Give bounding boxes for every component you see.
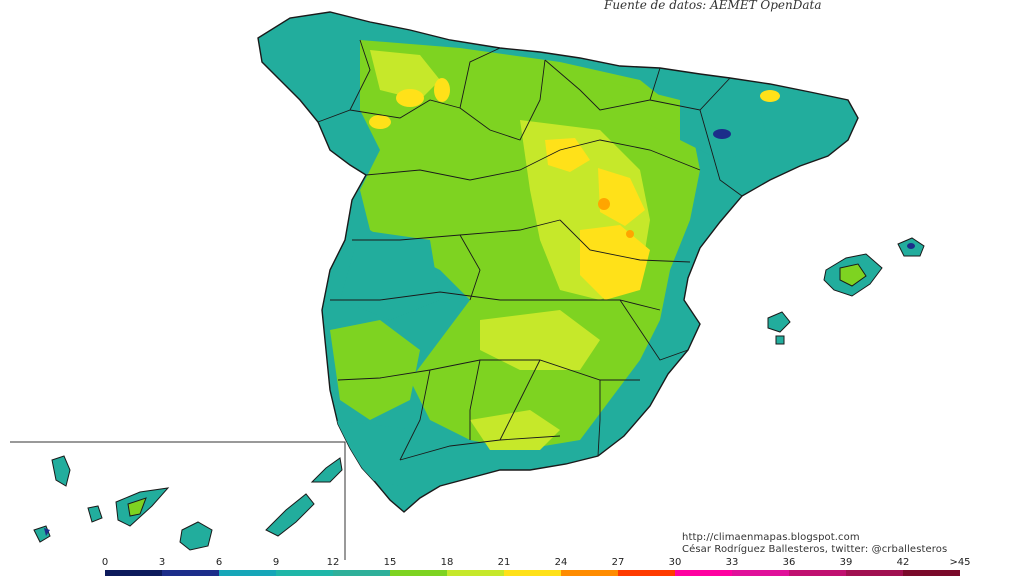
data-source-note: Fuente de datos: AEMET OpenData [604,0,822,12]
legend-tick-9: 27 [611,557,625,568]
legend-swatch-14 [903,570,960,576]
legend-swatch-5 [390,570,447,576]
legend-tick-13: 39 [839,557,853,568]
legend-swatch-6 [447,570,504,576]
blog-url: http://climaenmapas.blogspot.com [682,532,860,543]
legend-swatch-1 [162,570,219,576]
region-borders [317,39,743,461]
legend-color-bar [105,570,960,576]
legend-tick-11: 33 [725,557,739,568]
balearic-islands [767,237,925,345]
legend-tick-4: 12 [326,557,340,568]
legend-swatch-2 [219,570,276,576]
legend-tick-2: 6 [215,557,223,568]
legend-swatch-12 [789,570,846,576]
legend-tick-0: 0 [101,557,109,568]
legend-swatch-4 [333,570,390,576]
legend-tick-6: 18 [440,557,454,568]
legend-tick-1: 3 [158,557,166,568]
legend-swatch-9 [618,570,675,576]
legend-swatch-13 [846,570,903,576]
legend-tick-labels: 0 3 6 9 12 15 18 21 24 27 30 33 36 39 42 >45 [0,557,1024,569]
author-credit: César Rodríguez Ballesteros, twitter: @c… [682,544,948,555]
legend-tick-3: 9 [272,557,280,568]
legend-tick-12: 36 [782,557,796,568]
legend-tick-5: 15 [383,557,397,568]
legend-tick-15: >45 [949,557,971,568]
legend-tick-7: 21 [497,557,511,568]
canary-islands-inset [10,441,346,560]
legend-tick-14: 42 [896,557,910,568]
legend-swatch-3 [276,570,333,576]
legend-swatch-0 [105,570,162,576]
legend-tick-8: 24 [554,557,568,568]
legend-swatch-7 [504,570,561,576]
temperature-fill [330,40,780,506]
legend-tick-10: 30 [668,557,682,568]
legend-swatch-11 [732,570,789,576]
legend-swatch-10 [675,570,732,576]
legend-swatch-8 [561,570,618,576]
